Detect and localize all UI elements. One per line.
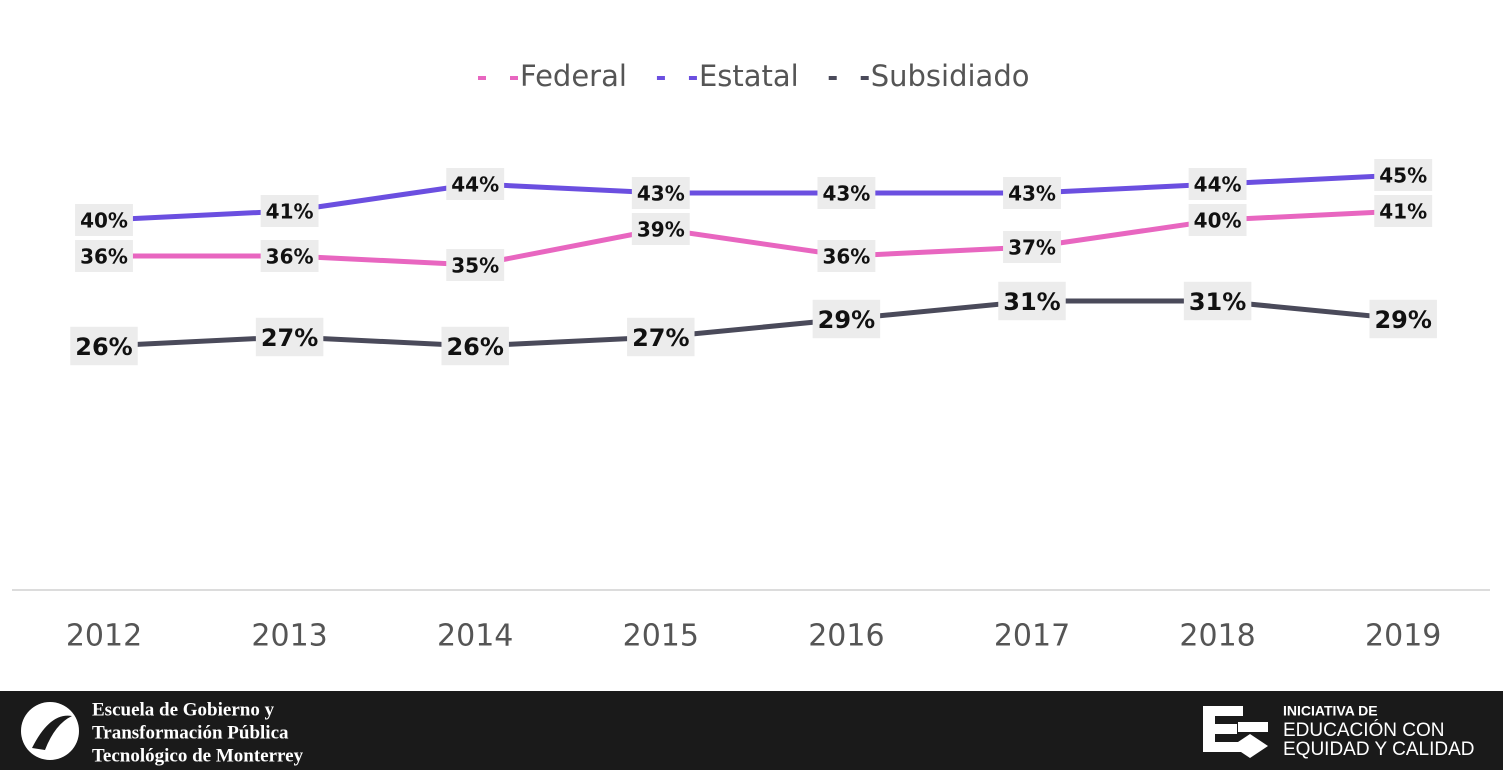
data-label: 43% [817,177,876,209]
data-label-text: 44% [1194,173,1242,197]
footer-left-line: Transformación Pública [92,722,289,743]
data-label-text: 26% [75,333,132,361]
data-label: 36% [260,240,319,272]
data-label-text: 43% [637,182,685,206]
data-label-box [1374,195,1433,227]
data-label-box [812,299,881,339]
series-line [104,208,1404,268]
data-label-text: 43% [1008,182,1056,206]
data-label-text: 26% [446,333,503,361]
data-label: 31% [998,281,1066,321]
data-label-box [260,195,319,227]
data-label: 40% [75,204,133,236]
data-label-box [627,317,695,357]
data-label-box [817,240,876,272]
data-label-box [260,240,319,272]
data-label-box [1003,177,1061,209]
data-label-box [255,317,324,357]
data-label-text: 36% [822,245,870,269]
data-label: 43% [631,177,690,209]
data-label-text: 39% [637,218,685,242]
data-label-text: 41% [1379,200,1427,224]
data-label: 29% [1369,299,1437,339]
data-label: 44% [446,168,505,200]
eec-logo [1203,706,1268,758]
data-label-box [1369,299,1437,339]
data-label: 36% [75,240,133,272]
data-label: 44% [1188,168,1247,200]
data-label-box [1374,159,1433,191]
footer-right-line: EQUIDAD Y CALIDAD [1283,739,1474,760]
data-label-text: 27% [261,324,318,352]
legend-label: Subsidiado [871,59,1030,93]
legend-label: Federal [520,59,627,93]
data-label-text: 40% [1194,209,1242,233]
x-tick-label: 2015 [623,619,699,654]
x-tick-label: 2016 [808,619,884,654]
x-tick-label: 2017 [994,619,1070,654]
data-label: 29% [812,299,881,339]
data-label-text: 31% [1189,288,1246,316]
data-label-box [1188,168,1247,200]
data-label-text: 43% [822,182,870,206]
data-label-box [75,240,133,272]
footer-left-line: Escuela de Gobierno y [92,699,275,720]
data-label-text: 31% [1003,288,1060,316]
data-label: 31% [1183,281,1252,321]
data-label-text: 41% [266,200,314,224]
data-label: 45% [1374,159,1433,191]
data-label: 35% [446,249,505,281]
data-label-text: 27% [632,324,689,352]
data-label-text: 45% [1379,164,1427,188]
footer-right-line: INICIATIVA DE [1283,703,1378,719]
x-tick-label: 2018 [1179,619,1255,654]
data-label: 40% [1188,204,1247,236]
data-label-box [631,177,690,209]
data-label: 26% [70,326,138,366]
data-label-box [998,281,1066,321]
data-label-text: 36% [266,245,314,269]
data-label-box [446,168,505,200]
data-label-box [817,177,876,209]
data-label-text: 29% [818,306,875,334]
data-label: 43% [1003,177,1061,209]
data-label: 27% [255,317,324,357]
data-label: 26% [441,326,509,366]
data-label-box [70,326,138,366]
data-label: 36% [817,240,876,272]
data-label-text: 29% [1374,306,1431,334]
legend-label: Estatal [699,59,799,93]
data-label: 41% [260,195,319,227]
footer-left-line: Tecnológico de Monterrey [92,745,304,766]
data-label-box [1003,231,1061,263]
data-label-text: 35% [451,254,499,278]
school-logo-mark [32,715,72,750]
data-label: 37% [1003,231,1061,263]
data-label-box [1183,281,1252,321]
footer-right-line: EDUCACIÓN CON [1283,719,1445,741]
data-label: 27% [627,317,695,357]
data-label-box [1188,204,1247,236]
data-label: 39% [631,213,690,245]
data-label: 41% [1374,195,1433,227]
data-label-box [75,204,133,236]
data-label-text: 44% [451,173,499,197]
series-line [103,172,1404,223]
data-label-text: 37% [1008,236,1056,260]
data-label-text: 40% [80,209,128,233]
x-tick-label: 2014 [437,619,513,654]
data-label-box [446,249,505,281]
data-label-box [631,213,690,245]
x-tick-label: 2019 [1365,619,1441,654]
x-tick-label: 2012 [66,619,142,654]
x-tick-label: 2013 [251,619,327,654]
data-label-text: 36% [80,245,128,269]
data-label-box [441,326,509,366]
